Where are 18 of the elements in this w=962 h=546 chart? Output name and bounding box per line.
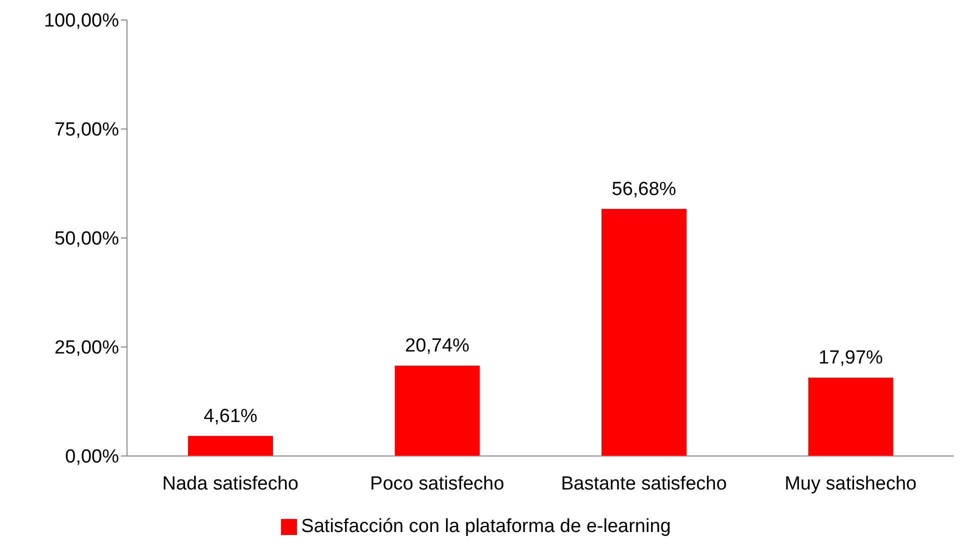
x-tick-label: Poco satisfecho bbox=[370, 473, 504, 494]
data-label: 17,97% bbox=[818, 348, 884, 369]
legend-label: Satisfacción con la plataforma de e-learning bbox=[301, 516, 671, 537]
y-tick-label: 0,00% bbox=[65, 446, 120, 468]
y-tick-label: 100,00% bbox=[44, 10, 120, 32]
bar bbox=[188, 436, 273, 456]
y-tick-label: 25,00% bbox=[54, 338, 120, 359]
x-tick-label: Muy satishecho bbox=[784, 473, 917, 494]
data-label: 56,68% bbox=[612, 178, 676, 200]
x-tick-label: Nada satisfecho bbox=[162, 473, 298, 494]
bar bbox=[394, 366, 480, 456]
y-tick-label: 50,00% bbox=[54, 228, 120, 250]
bar bbox=[808, 378, 894, 456]
bar bbox=[602, 208, 686, 456]
data-label: 20,74% bbox=[405, 336, 470, 357]
x-tick-label: Bastante satisfecho bbox=[560, 473, 727, 494]
data-label: 4,61% bbox=[204, 406, 258, 427]
y-tick-label: 75,00% bbox=[54, 120, 120, 141]
